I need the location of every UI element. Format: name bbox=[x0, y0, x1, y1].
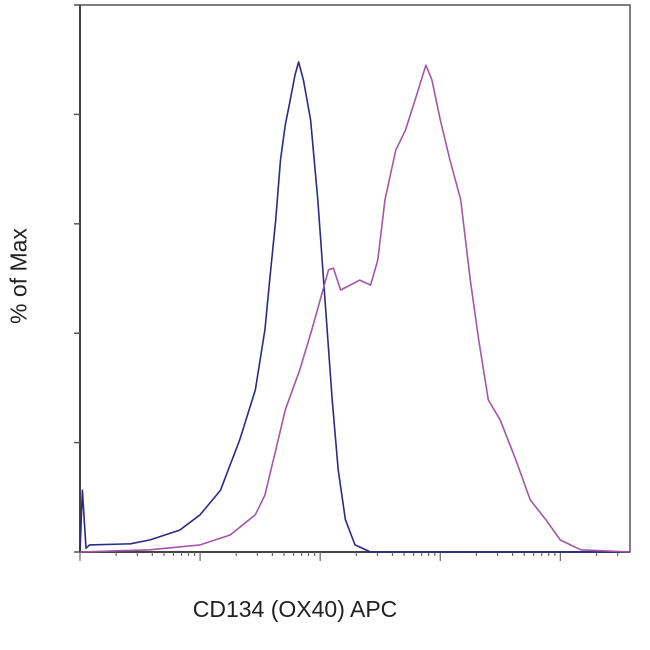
histogram-series-1 bbox=[79, 61, 630, 553]
histogram-series-2 bbox=[79, 64, 631, 553]
y-axis-label: % of Max bbox=[5, 228, 32, 324]
plot-frame bbox=[79, 4, 631, 553]
x-axis-label: CD134 (OX40) APC bbox=[192, 596, 398, 622]
